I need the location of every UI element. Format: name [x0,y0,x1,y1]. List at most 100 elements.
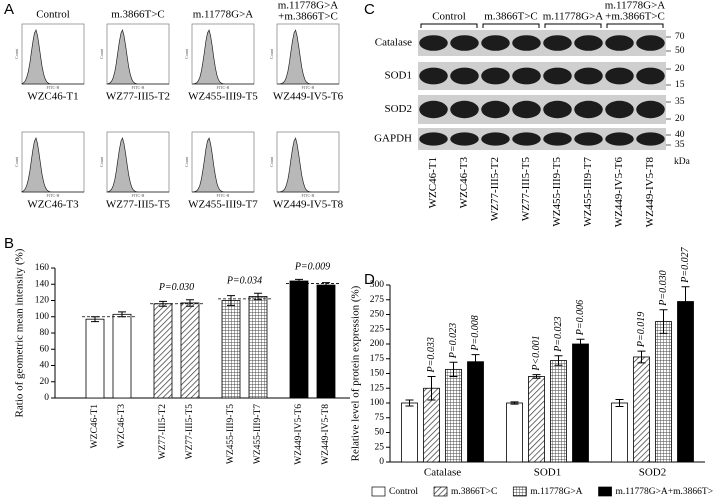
y-tick-label: 275 [370,295,385,305]
error-bar [227,295,235,306]
bar [248,296,268,399]
histogram [106,136,169,193]
band [450,132,479,146]
error-bar [681,286,690,317]
y-tick-label: 140 [35,279,50,289]
p-value: P=0.034 [226,275,262,286]
axis-label: FITC-H [47,85,60,90]
bar [180,302,200,399]
bar [528,376,545,463]
band [574,67,603,85]
axis-label: Count [99,48,104,59]
histogram-frame [276,23,340,85]
group-title: +m.3866T>C [278,11,338,23]
bar [316,284,336,399]
p-value: P=0.023 [553,316,564,352]
sample-label: WZ455-III9-T5 [188,91,258,103]
histogram [106,28,169,85]
band [574,132,603,146]
band [481,67,510,85]
group-title: +m.3866T>C [605,11,665,23]
band [450,67,479,85]
bar [572,343,589,463]
sample-label: WZ449-IV5-T8 [273,199,344,211]
band [512,35,541,51]
y-tick-label: 300 [370,280,385,290]
y-tick-label: 250 [370,310,385,320]
group-bracket [606,23,664,28]
panel-label: D [364,271,375,288]
group-title: m.11778G>A [605,0,666,12]
group-bracket [420,23,478,28]
axis-label: FITC-H [302,193,315,198]
p-value: P=0.027 [680,246,691,283]
y-tick-label: 75 [375,413,385,423]
band [574,35,603,51]
x-tick-label: WZC46-T3 [117,404,127,449]
error-bar [427,375,436,401]
lane-label: WZ77-III5-T2 [489,157,501,221]
lane-label: WZ77-III5-T5 [520,157,532,222]
band [605,132,634,146]
band [543,132,572,146]
error-bar [471,354,480,370]
x-tick-label: SOD1 [534,467,562,479]
protein-label: Catalase [375,37,412,49]
x-tick-label: WZ449-IV5-T6 [294,404,304,465]
error-bar [554,355,563,366]
legend-label: m.11778G>A+m.3866T>C [616,487,713,497]
bar [112,313,132,399]
error-bar [405,399,414,407]
protein-label: GAPDH [374,133,412,145]
axis-label: Count [184,156,189,167]
bar [289,280,309,399]
axis-label: FITC-H [47,193,60,198]
axis-label: Count [14,156,19,167]
lane-label: WZC46-T3 [458,157,470,209]
histogram [191,29,254,85]
bar [677,301,694,463]
y-tick-label: 25 [375,442,385,452]
error-bar [186,299,194,307]
bar [611,402,628,463]
histogram [191,137,254,193]
histogram [277,29,339,85]
panel-label: A [4,1,14,18]
x-tick-label: WZ455-III9-T5 [226,404,236,464]
legend-swatch [433,486,448,497]
axis-label: Count [184,48,189,59]
bar [445,368,462,463]
band [636,132,665,146]
lane-label: WZ455-III9-T7 [582,157,594,227]
lane-label: WZ449-IV5-T6 [613,157,625,228]
legend-label: m.3866T>C [451,487,497,497]
y-tick-label: 175 [370,354,385,364]
bar [467,361,484,463]
band [574,100,603,119]
axis-label: Count [14,48,19,59]
histogram [21,137,84,193]
band [512,100,541,119]
band [512,132,541,146]
y-tick-label: 100 [370,398,385,408]
group-title: m.3866T>C [484,11,538,23]
band [543,67,572,85]
p-value: P=0.033 [426,337,437,373]
marker-label: 20 [675,114,685,124]
legend-swatch [371,486,386,497]
marker-label: 35 [675,140,685,150]
band [636,67,665,85]
axis-label: FITC-H [132,193,145,198]
bar [550,360,567,463]
panel-label: C [364,1,375,18]
sample-label: WZ77-III5-T2 [106,91,170,103]
axis-label: FITC-H [132,85,145,90]
group-title: Control [36,9,70,21]
bar [655,321,672,463]
error-bar [510,401,519,405]
y-tick-label: 80 [40,328,50,338]
bar [85,318,105,399]
group-title: m.11778G>A [193,9,254,21]
band [419,132,448,146]
group-title: m.11778G>A [543,11,604,23]
